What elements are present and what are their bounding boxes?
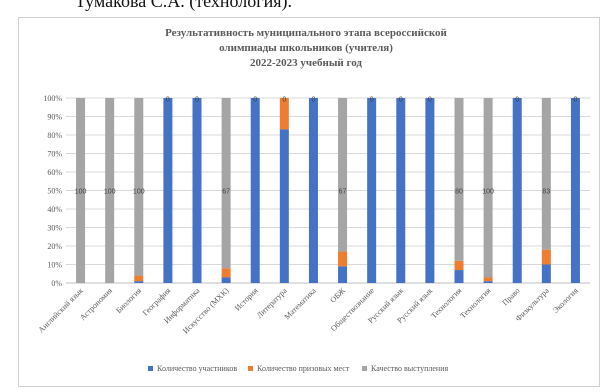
bar-segment-series-3 [134, 98, 144, 276]
data-label: 0 [573, 97, 577, 104]
bar-segment-series-1 [279, 129, 289, 283]
value-labels: 100 100 100 0 0 67 0 0 0 67 0 0 0 80 100 0 83 0 [75, 97, 578, 196]
y-tick-label: 0% [51, 279, 62, 288]
bar-segment-series-1 [134, 281, 144, 283]
y-axis-ticks: 0% 10% 20% 30% 40% 50% 60% 70% 80% 90% 100% [43, 94, 62, 288]
y-tick-label: 50% [47, 187, 62, 196]
x-category-label: Экология [551, 286, 580, 315]
y-tick-label: 80% [47, 131, 62, 140]
y-tick-label: 30% [47, 224, 62, 233]
bar-segment-series-3 [221, 98, 231, 269]
data-label: 0 [399, 97, 403, 104]
bar-segment-series-1 [221, 277, 231, 283]
data-label: 0 [282, 97, 286, 104]
bar-segment-series-1 [338, 266, 348, 283]
bar-segment-series-1 [308, 98, 318, 283]
x-category-label: Биология [114, 286, 143, 315]
data-label: 67 [339, 189, 347, 196]
data-label: 0 [428, 97, 432, 104]
bar-segment-series-3 [76, 98, 86, 283]
bar-segment-series-1 [425, 98, 435, 283]
bar-segment-series-3 [541, 98, 551, 250]
chart-title-line-2: олимпиады школьников (учителя) [219, 42, 393, 54]
x-category-label: Английский язык [36, 286, 85, 335]
y-tick-label: 100% [43, 94, 62, 103]
bar-segment-series-3 [105, 98, 115, 283]
bar-segment-series-1 [192, 98, 202, 283]
x-category-label: История [233, 286, 260, 313]
bar-segment-series-1 [541, 264, 551, 283]
bar-segment-series-2 [338, 251, 348, 267]
bar-segment-series-1 [396, 98, 406, 283]
bar-segment-series-2 [221, 268, 231, 278]
legend-label: Количество призовых мест [257, 364, 350, 373]
legend-swatch [148, 366, 153, 371]
legend-label: Количество участников [157, 364, 237, 373]
bar-segment-series-1 [512, 98, 522, 283]
y-tick-label: 40% [47, 205, 62, 214]
y-tick-label: 60% [47, 168, 62, 177]
bar-segment-series-1 [570, 98, 580, 283]
data-label: 67 [222, 189, 230, 196]
bar-segment-series-2 [454, 260, 464, 271]
y-tick-label: 70% [47, 150, 62, 159]
bar-segment-series-1 [483, 281, 493, 283]
data-label: 100 [75, 189, 87, 196]
bar-segment-series-1 [163, 98, 173, 283]
data-label: 100 [482, 189, 494, 196]
data-label: 0 [370, 97, 374, 104]
data-label: 0 [166, 97, 170, 104]
bar-segment-series-3 [483, 98, 493, 278]
chart-title-line-1: Результативность муниципального этапа вс… [165, 27, 447, 39]
x-category-label: Математика [283, 286, 319, 322]
legend-swatch [362, 366, 367, 371]
document-header-fragment: Тумакова С.А. (технология). [0, 0, 607, 22]
legend: Количество участников Количество призовых… [148, 364, 448, 373]
x-category-label: Право [500, 286, 521, 307]
legend-label: Качество выступления [371, 364, 448, 373]
x-category-label: Технология [458, 286, 492, 320]
bar-segment-series-2 [134, 275, 144, 282]
legend-swatch [248, 366, 253, 371]
bar-segment-series-3 [338, 98, 348, 252]
bar-segment-series-2 [279, 98, 289, 130]
data-label: 80 [455, 189, 463, 196]
y-tick-label: 20% [47, 242, 62, 251]
data-label: 83 [542, 189, 550, 196]
data-label: 100 [133, 189, 145, 196]
data-label: 0 [253, 97, 257, 104]
data-label: 0 [195, 97, 199, 104]
bar-segment-series-1 [250, 98, 260, 283]
y-tick-label: 10% [47, 261, 62, 270]
data-label: 0 [311, 97, 315, 104]
bar-segment-series-2 [483, 277, 493, 282]
bar-segment-series-1 [454, 270, 464, 283]
y-tick-label: 90% [47, 113, 62, 122]
x-category-label: ОБЖ [328, 285, 347, 304]
header-fragment-text: Тумакова С.А. (технология). [75, 0, 292, 11]
data-label: 0 [515, 97, 519, 104]
bar-segment-series-2 [541, 249, 551, 265]
chart-title-line-3: 2022-2023 учебный год [250, 57, 362, 69]
bar-segment-series-1 [367, 98, 377, 283]
bar-segment-series-3 [454, 98, 464, 261]
bars [76, 98, 580, 283]
data-label: 100 [104, 189, 116, 196]
gridlines [66, 97, 590, 284]
